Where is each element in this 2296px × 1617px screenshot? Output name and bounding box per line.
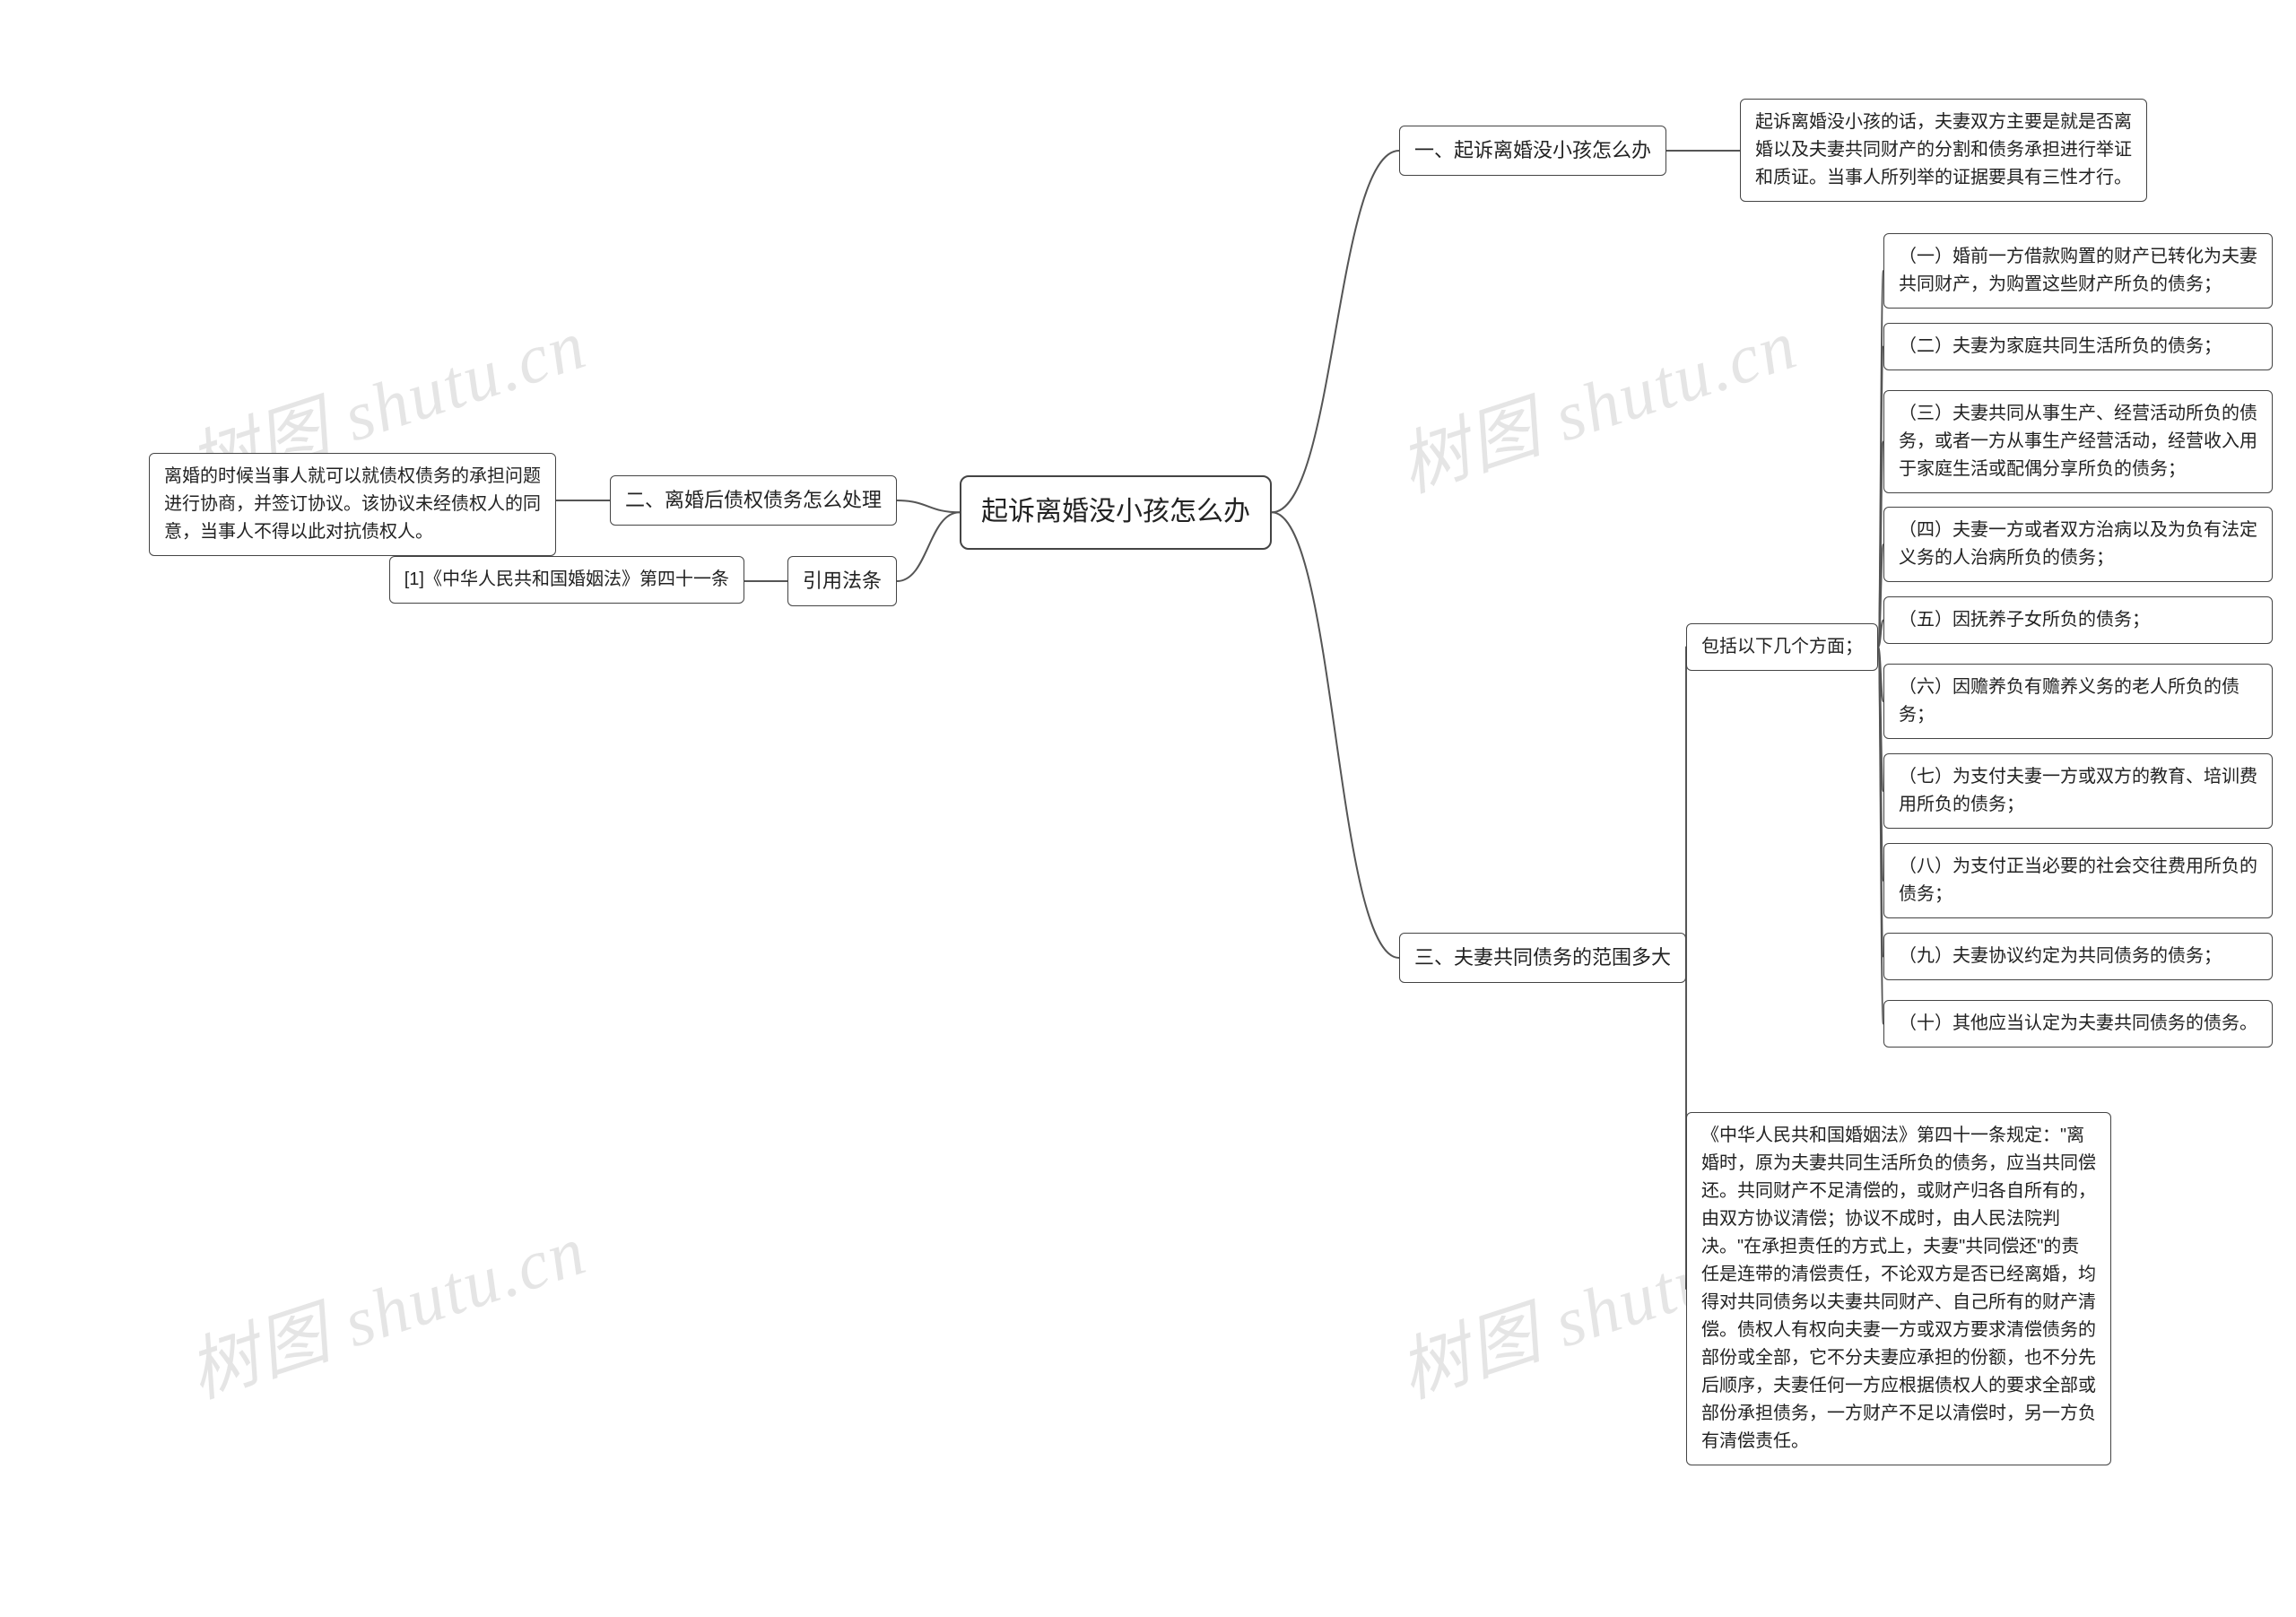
branch-citations[interactable]: 引用法条 [787, 556, 897, 606]
branch-section3[interactable]: 三、夫妻共同债务的范围多大 [1399, 933, 1686, 983]
leaf-aspects-intro: 包括以下几个方面； [1686, 623, 1878, 671]
leaf-aspect-3: （三）夫妻共同从事生产、经营活动所负的债务，或者一方从事生产经营活动，经营收入用… [1883, 390, 2273, 493]
leaf-aspect-5: （五）因抚养子女所负的债务； [1883, 596, 2273, 644]
leaf-section1-detail: 起诉离婚没小孩的话，夫妻双方主要是就是否离婚以及夫妻共同财产的分割和债务承担进行… [1740, 99, 2147, 202]
leaf-aspect-4: （四）夫妻一方或者双方治病以及为负有法定义务的人治病所负的债务； [1883, 507, 2273, 582]
leaf-aspect-2: （二）夫妻为家庭共同生活所负的债务； [1883, 323, 2273, 370]
leaf-law-article: 《中华人民共和国婚姻法》第四十一条规定："离婚时，原为夫妻共同生活所负的债务，应… [1686, 1112, 2111, 1465]
leaf-aspect-8: （八）为支付正当必要的社会交往费用所负的债务； [1883, 843, 2273, 918]
branch-section2[interactable]: 二、离婚后债权债务怎么处理 [610, 475, 897, 526]
leaf-aspect-6: （六）因赡养负有赡养义务的老人所负的债务； [1883, 664, 2273, 739]
branch-section1[interactable]: 一、起诉离婚没小孩怎么办 [1399, 126, 1666, 176]
leaf-aspect-10: （十）其他应当认定为夫妻共同债务的债务。 [1883, 1000, 2273, 1048]
leaf-section2-detail: 离婚的时候当事人就可以就债权债务的承担问题进行协商，并签订协议。该协议未经债权人… [149, 453, 556, 556]
leaf-aspect-7: （七）为支付夫妻一方或双方的教育、培训费用所负的债务； [1883, 753, 2273, 829]
root-node[interactable]: 起诉离婚没小孩怎么办 [960, 475, 1272, 550]
leaf-aspect-9: （九）夫妻协议约定为共同债务的债务； [1883, 933, 2273, 980]
leaf-citation-1: [1]《中华人民共和国婚姻法》第四十一条 [389, 556, 744, 604]
mindmap-canvas: 树图 shutu.cn 树图 shutu.cn 树图 shutu.cn 树图 s… [0, 0, 2296, 1617]
leaf-aspect-1: （一）婚前一方借款购置的财产已转化为夫妻共同财产，为购置这些财产所负的债务； [1883, 233, 2273, 309]
